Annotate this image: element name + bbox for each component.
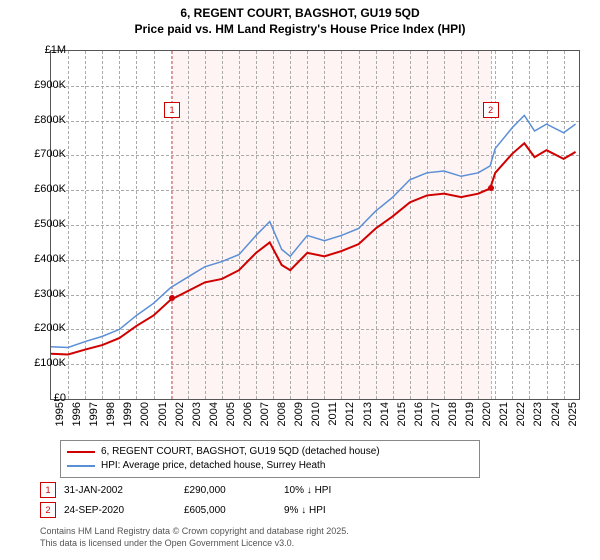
chart-lines [51,51,579,399]
legend-swatch [67,465,95,467]
x-tick-label: 2013 [362,402,374,426]
footer-line2: This data is licensed under the Open Gov… [40,538,349,550]
x-tick-label: 2023 [532,402,544,426]
x-tick-label: 2002 [174,402,186,426]
x-tick-label: 2001 [157,402,169,426]
title-line1: 6, REGENT COURT, BAGSHOT, GU19 5QD [0,6,600,22]
anno-delta: 10% ↓ HPI [284,485,384,496]
sale-point [169,295,175,301]
x-tick-label: 2022 [515,402,527,426]
x-tick-label: 1998 [105,402,117,426]
x-tick-label: 2004 [208,402,220,426]
legend-row-price-paid: 6, REGENT COURT, BAGSHOT, GU19 5QD (deta… [67,445,473,459]
x-tick-label: 2017 [430,402,442,426]
legend: 6, REGENT COURT, BAGSHOT, GU19 5QD (deta… [60,440,480,478]
y-tick-label: £300K [34,288,66,300]
y-tick-label: £700K [34,148,66,160]
footer: Contains HM Land Registry data © Crown c… [40,526,349,549]
x-tick-label: 2010 [310,402,322,426]
x-tick-label: 2018 [447,402,459,426]
annotation-table: 1 31-JAN-2002£290,00010% ↓ HPI 2 24-SEP-202… [40,482,384,518]
x-tick-label: 2016 [413,402,425,426]
y-tick-label: £400K [34,253,66,265]
x-tick-label: 2019 [464,402,476,426]
x-tick-label: 2012 [344,402,356,426]
y-tick-label: £200K [34,322,66,334]
x-tick-label: 2011 [327,402,339,426]
anno-marker: 1 [40,482,56,498]
x-tick-label: 2024 [550,402,562,426]
anno-date: 24-SEP-2020 [64,505,184,516]
series-hpi [51,115,576,347]
y-tick-label: £500K [34,218,66,230]
marker-2: 2 [483,102,499,118]
anno-marker: 2 [40,502,56,518]
x-tick-label: 2003 [191,402,203,426]
x-tick-label: 2021 [498,402,510,426]
x-tick-label: 2000 [139,402,151,426]
footer-line1: Contains HM Land Registry data © Crown c… [40,526,349,538]
title-line2: Price paid vs. HM Land Registry's House … [0,22,600,38]
x-tick-label: 1997 [88,402,100,426]
x-tick-label: 2007 [259,402,271,426]
series-price_paid [51,143,576,354]
chart-title: 6, REGENT COURT, BAGSHOT, GU19 5QD Price… [0,0,600,37]
x-tick-label: 2014 [379,402,391,426]
x-tick-label: 2009 [293,402,305,426]
anno-delta: 9% ↓ HPI [284,505,384,516]
anno-date: 31-JAN-2002 [64,485,184,496]
x-tick-label: 2015 [396,402,408,426]
plot-area: 12 [50,50,580,400]
y-tick-label: £800K [34,114,66,126]
legend-row-hpi: HPI: Average price, detached house, Surr… [67,459,473,473]
y-tick-label: £600K [34,183,66,195]
x-tick-label: 1999 [122,402,134,426]
y-tick-label: £900K [34,79,66,91]
x-tick-label: 2020 [481,402,493,426]
sale-point [488,185,494,191]
y-tick-label: £100K [34,357,66,369]
x-tick-label: 1996 [71,402,83,426]
legend-label: HPI: Average price, detached house, Surr… [101,459,325,473]
x-tick-label: 2008 [276,402,288,426]
legend-label: 6, REGENT COURT, BAGSHOT, GU19 5QD (deta… [101,445,380,459]
anno-price: £290,000 [184,485,284,496]
x-tick-label: 2025 [567,402,579,426]
legend-swatch [67,451,95,453]
x-tick-label: 2006 [242,402,254,426]
x-tick-label: 2005 [225,402,237,426]
x-tick-label: 1995 [54,402,66,426]
y-tick-label: £1M [45,44,66,56]
marker-1: 1 [164,102,180,118]
anno-price: £605,000 [184,505,284,516]
